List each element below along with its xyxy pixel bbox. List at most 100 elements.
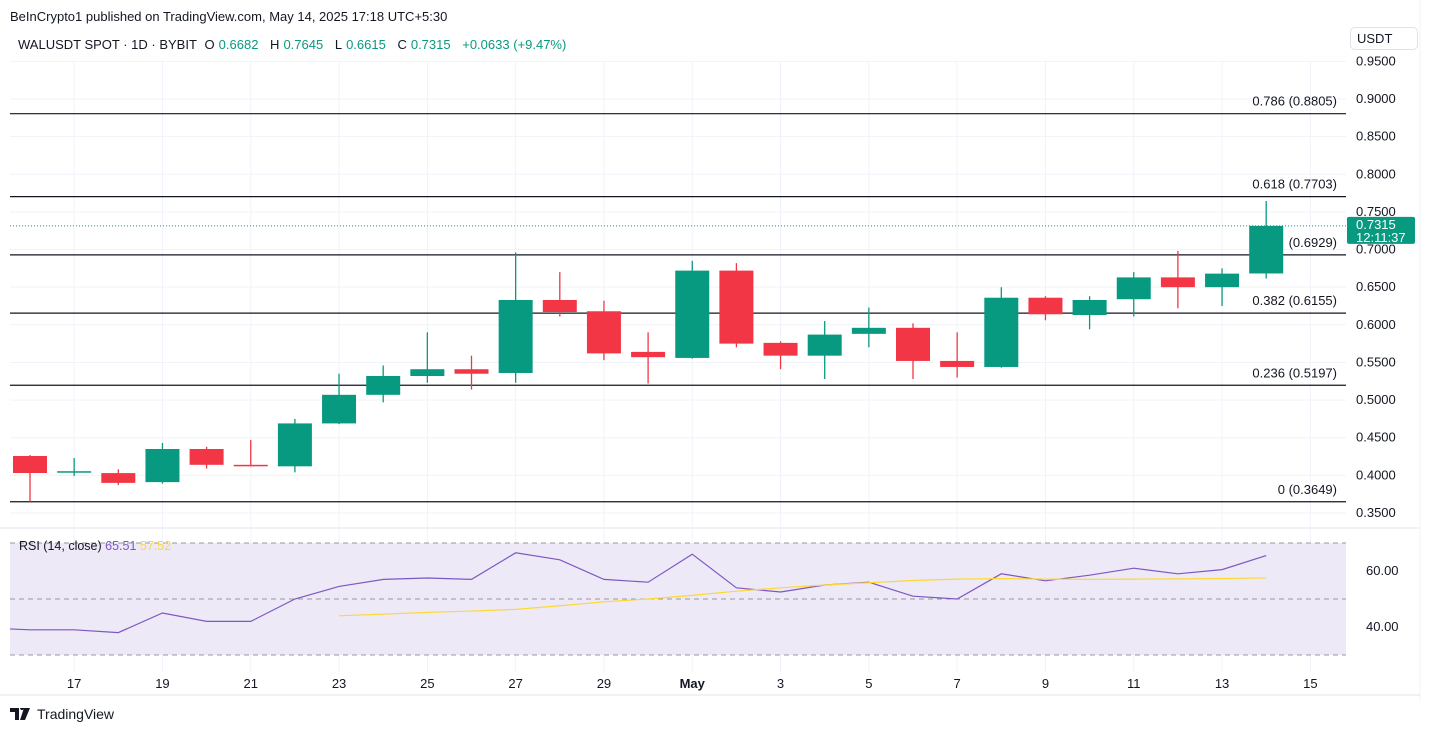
- candle-body: [322, 394, 357, 424]
- candle-body: [1072, 299, 1107, 316]
- candle-body: [233, 464, 268, 467]
- candle-body: [189, 449, 224, 465]
- candle: [189, 446, 224, 469]
- time-tick-label: May: [680, 676, 706, 691]
- candle: [542, 272, 577, 317]
- rsi-legend: RSI (14, close) 65.51 57.52: [19, 539, 171, 553]
- candle: [101, 469, 136, 486]
- candle: [763, 341, 798, 370]
- time-tick-label: 23: [332, 676, 346, 691]
- price-tick-label: 0.9000: [1356, 91, 1396, 106]
- candle: [675, 260, 710, 359]
- candle-body: [586, 311, 621, 354]
- time-tick-label: 19: [155, 676, 169, 691]
- candle: [57, 458, 92, 477]
- candle: [277, 418, 312, 473]
- rsi-tick-label: 60.00: [1366, 563, 1399, 578]
- candle-body: [984, 297, 1019, 367]
- candle-body: [719, 270, 754, 344]
- symbol-name: WALUSDT SPOT · 1D · BYBIT: [18, 37, 197, 52]
- rsi-ma-value: 57.52: [139, 539, 172, 553]
- price-tick-label: 0.6000: [1356, 317, 1396, 332]
- candle: [719, 263, 754, 348]
- time-tick-label: 21: [244, 676, 258, 691]
- publish-info: BeInCrypto1 published on TradingView.com…: [10, 9, 448, 24]
- time-tick-label: 29: [597, 676, 611, 691]
- candle-body: [498, 299, 533, 373]
- candle-body: [1028, 297, 1063, 315]
- currency-button[interactable]: USDT: [1350, 27, 1418, 50]
- candle-body: [145, 449, 180, 483]
- open-value: 0.6682: [218, 37, 259, 52]
- candle: [322, 373, 357, 425]
- candle-body: [57, 471, 92, 473]
- fib-level-label: 0 (0.3649): [1278, 482, 1337, 497]
- candle: [1160, 251, 1195, 309]
- candle: [1116, 272, 1151, 317]
- price-tick-label: 0.9500: [1356, 53, 1396, 68]
- price-tick-label: 0.8000: [1356, 166, 1396, 181]
- fib-level-label: 0.786 (0.8805): [1252, 94, 1337, 109]
- high-label: H: [270, 37, 280, 52]
- candle: [984, 287, 1019, 368]
- candle-body: [807, 334, 842, 356]
- time-tick-label: 27: [508, 676, 522, 691]
- time-tick-label: 13: [1215, 676, 1229, 691]
- last-price-value: 0.7315: [1356, 217, 1396, 232]
- candle-body: [1116, 277, 1151, 300]
- high-value: 0.7645: [283, 37, 324, 52]
- rsi-value: 65.51: [105, 539, 137, 553]
- candle-body: [1160, 277, 1195, 288]
- candle-body: [277, 423, 312, 467]
- close-value: 0.7315: [410, 37, 451, 52]
- time-tick-label: 17: [67, 676, 81, 691]
- candle: [1205, 268, 1240, 306]
- candle: [13, 455, 47, 502]
- candle-body: [101, 473, 136, 483]
- candle: [366, 365, 401, 403]
- candle-body: [851, 327, 886, 334]
- price-tick-label: 0.3500: [1356, 505, 1396, 520]
- tradingview-logo-text: TradingView: [37, 706, 115, 722]
- candle-body: [454, 369, 489, 374]
- rsi-line: [9, 552, 1267, 634]
- last-price-badge: [1347, 216, 1415, 244]
- candle-body: [13, 456, 47, 474]
- candle-body: [410, 369, 445, 376]
- price-tick-label: 0.5500: [1356, 354, 1396, 369]
- candle: [233, 439, 268, 467]
- candle: [1028, 296, 1063, 321]
- price-tick-label: 0.7000: [1356, 242, 1396, 257]
- symbol-legend: WALUSDT SPOT · 1D · BYBIT O 0.6682 H 0.764…: [18, 37, 570, 52]
- candle: [498, 252, 533, 383]
- tradingview-logo[interactable]: TradingView: [10, 706, 114, 722]
- candle: [1072, 296, 1107, 330]
- candle-body: [366, 375, 401, 395]
- candle: [940, 332, 975, 378]
- candle: [1249, 200, 1284, 279]
- candle: [454, 355, 489, 390]
- change-value: +0.0633 (+9.47%): [462, 37, 567, 52]
- candle: [145, 442, 180, 484]
- price-tick-label: 0.8500: [1356, 129, 1396, 144]
- price-tick-label: 0.7500: [1356, 204, 1396, 219]
- fib-level-label: (0.6929): [1289, 235, 1337, 250]
- price-tick-label: 0.4000: [1356, 467, 1396, 482]
- candle: [896, 323, 930, 380]
- low-value: 0.6615: [346, 37, 386, 52]
- time-tick-label: 3: [777, 676, 784, 691]
- candle: [410, 332, 445, 383]
- candle: [807, 321, 842, 380]
- time-tick-label: 5: [865, 676, 872, 691]
- low-label: L: [334, 37, 343, 52]
- time-tick-label: 25: [420, 676, 434, 691]
- fib-level-label: 0.618 (0.7703): [1252, 177, 1337, 192]
- time-tick-label: 9: [1042, 676, 1049, 691]
- candle-body: [896, 327, 930, 361]
- candle-body: [1249, 225, 1284, 274]
- tradingview-logo-icon: [10, 708, 30, 720]
- candle-body: [675, 270, 710, 358]
- candle-body: [1205, 273, 1240, 288]
- price-tick-label: 0.4500: [1356, 430, 1396, 445]
